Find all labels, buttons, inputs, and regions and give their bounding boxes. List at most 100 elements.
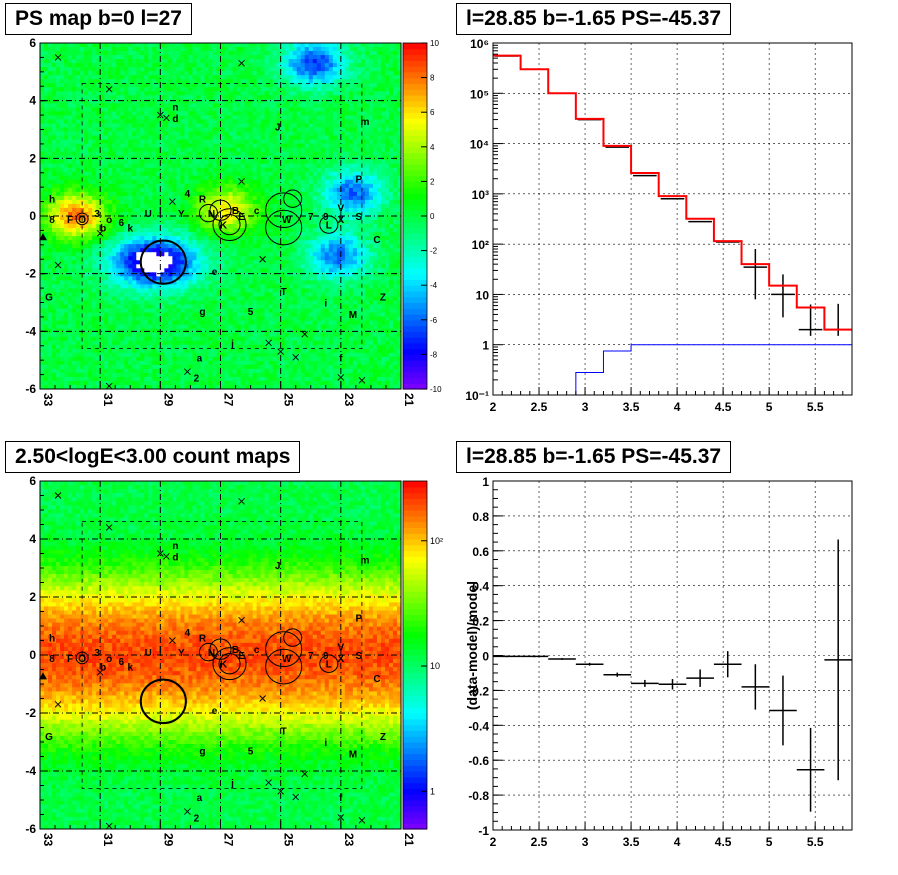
heatmap-cell [252,83,258,88]
heatmap-cell [372,131,378,137]
heatmap-cell [280,59,286,64]
heatmap-cell [124,191,129,197]
heatmap-cell [300,195,306,201]
heatmap-cell [148,155,153,161]
heatmap-cell [104,167,109,173]
heatmap-cell [264,260,270,265]
heatmap-cell [352,256,358,261]
heatmap-cell [356,59,362,64]
heatmap-cell [188,195,194,201]
heatmap-cell [96,159,101,165]
heatmap-cell [336,111,342,117]
heatmap-cell [104,111,109,117]
heatmap-cell [204,240,210,245]
heatmap-cell [396,91,401,96]
heatmap-cell [168,115,173,121]
heatmap-cell [76,240,81,245]
heatmap-cell [188,155,194,161]
heatmap-cell [364,179,370,185]
heatmap-cell [336,171,342,177]
heatmap-cell [312,191,318,197]
heatmap-cell [268,55,274,60]
heatmap-cell [120,187,125,193]
heatmap-cell [48,67,53,72]
heatmap-cell [156,139,161,145]
heatmap-cell [268,151,274,157]
heatmap-cell [384,55,390,60]
heatmap-cell [196,67,202,72]
heatmap-cell [352,191,358,197]
heatmap-cell [260,248,266,253]
heatmap-cell [360,115,366,121]
heatmap-cell [300,63,306,68]
heatmap-cell [200,224,206,229]
heatmap-cell [120,171,125,177]
heatmap-cell [344,71,350,76]
heatmap-cell [312,199,318,205]
heatmap-cell [52,51,57,56]
heatmap-cell [284,55,290,60]
heatmap-cell [84,127,89,133]
heatmap-cell [256,224,262,229]
heatmap-cell [80,203,85,209]
heatmap-cell [200,195,206,201]
heatmap-cell [56,175,61,181]
heatmap-cell [56,71,61,76]
heatmap-cell [160,191,165,197]
heatmap-cell [168,63,173,68]
heatmap-cell [236,131,242,137]
heatmap-cell [132,87,137,92]
heatmap-cell [96,143,101,149]
heatmap-cell [144,111,149,117]
heatmap-cell [280,79,286,84]
heatmap-cell [216,171,222,177]
heatmap-cell [344,159,350,165]
heatmap-cell [88,199,93,205]
heatmap-cell [212,123,218,129]
heatmap-cell [64,199,69,205]
heatmap-cell [96,244,101,249]
heatmap-cell [332,240,338,245]
heatmap-cell [200,260,206,265]
heatmap-cell [208,123,214,129]
heatmap-cell [188,99,194,104]
heatmap-cell [52,252,57,257]
heatmap-cell [64,228,69,233]
heatmap-cell [112,159,117,165]
heatmap-cell [144,211,149,217]
heatmap-cell [380,199,386,205]
heatmap-cell [60,67,65,72]
heatmap-cell [328,103,334,108]
heatmap-cell [272,103,278,108]
heatmap-cell [320,43,326,48]
heatmap-cell [388,87,394,92]
heatmap-cell [264,163,270,169]
heatmap-cell [332,163,338,169]
heatmap-cell [140,71,145,76]
heatmap-cell [204,115,210,121]
heatmap-cell [120,252,125,257]
heatmap-cell [48,199,53,205]
heatmap-cell [136,260,141,265]
heatmap-cell [288,71,294,76]
heatmap-cell [164,95,169,100]
heatmap-cell [364,191,370,197]
heatmap-cell [92,119,97,125]
heatmap-cell [232,143,238,149]
heatmap-cell [380,119,386,125]
heatmap-cell [368,95,374,100]
heatmap-cell [148,123,153,129]
heatmap-cell [116,83,121,88]
heatmap-cell [308,143,314,149]
heatmap-cell [308,75,314,80]
heatmap-cell [340,167,346,173]
heatmap-cell [188,83,194,88]
heatmap-cell [292,228,298,233]
heatmap-cell [280,123,286,129]
heatmap-cell [272,99,278,104]
heatmap-cell [60,171,65,177]
heatmap-cell [144,107,149,112]
heatmap-cell [308,59,314,64]
heatmap-cell [176,59,181,64]
heatmap-cell [244,224,250,229]
